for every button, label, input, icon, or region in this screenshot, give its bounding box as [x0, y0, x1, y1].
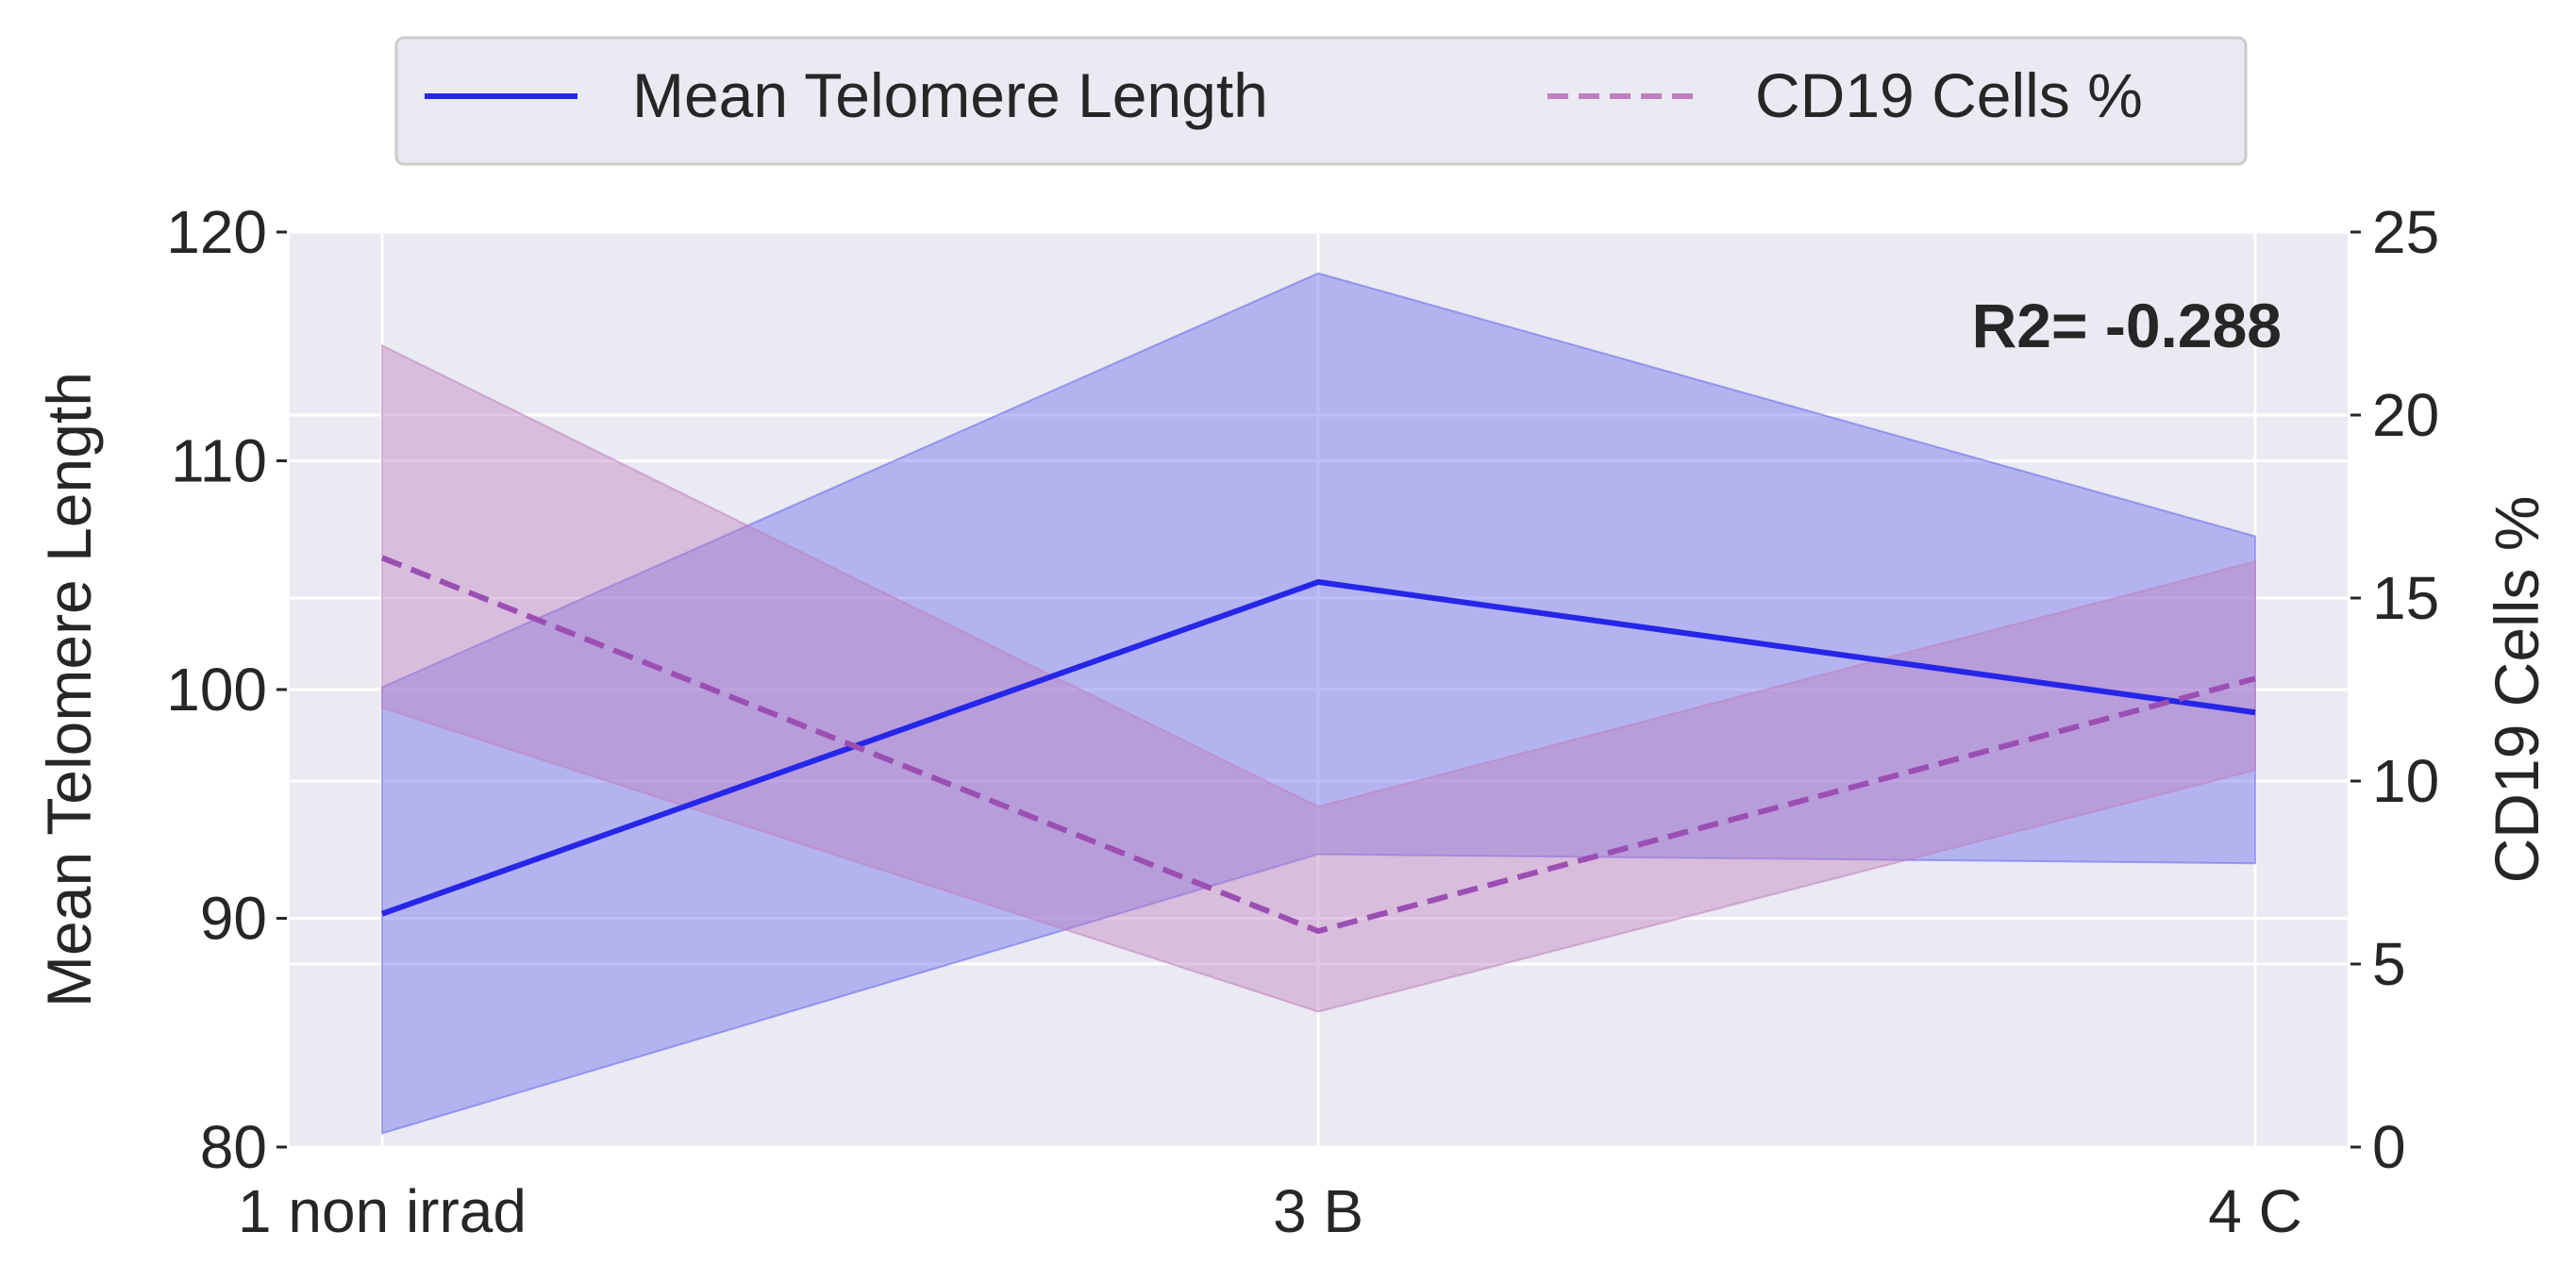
y-tick-label-left: 80 [200, 1113, 267, 1181]
axes: 80 90 100 110 120 0 5 10 15 20 25 1 non irrad 3 B 4 C [166, 198, 2439, 1245]
series-lines [380, 555, 2256, 935]
y-tick-label-left: 90 [200, 885, 267, 953]
y-axis-label-right: CD19 Cells % [2482, 496, 2551, 884]
y-tick-label-left: 120 [166, 198, 267, 266]
x-tick-label: 4 C [2208, 1177, 2302, 1245]
legend-box [394, 36, 2248, 166]
y-tick-label-right: 0 [2372, 1113, 2406, 1181]
band-series-0 [381, 272, 2256, 1135]
x-tick-label: 3 B [1273, 1177, 1363, 1245]
y-tick-label-right: 20 [2372, 381, 2439, 449]
r2-annotation: R2= -0.288 [1972, 291, 2282, 360]
band-series-1 [381, 343, 2256, 1013]
x-tick-label: 1 non irrad [238, 1177, 527, 1245]
y-tick-label-right: 5 [2372, 930, 2406, 998]
legend: Mean Telomere Length CD19 Cells % [394, 36, 2248, 166]
confidence-bands [381, 272, 2256, 1135]
grid [290, 230, 2348, 1149]
y-tick-label-left: 100 [166, 656, 267, 724]
y-tick-label-right: 15 [2372, 564, 2439, 632]
line-series-1 [380, 555, 2256, 935]
legend-label-0: Mean Telomere Length [632, 60, 1268, 130]
y-tick-label-left: 110 [171, 427, 267, 495]
line-series-0 [380, 579, 2256, 917]
legend-label-1: CD19 Cells % [1755, 60, 2143, 130]
y-tick-label-right: 25 [2372, 198, 2439, 266]
y-tick-label-right: 10 [2372, 747, 2439, 815]
y-axis-label-left: Mean Telomere Length [34, 372, 104, 1007]
